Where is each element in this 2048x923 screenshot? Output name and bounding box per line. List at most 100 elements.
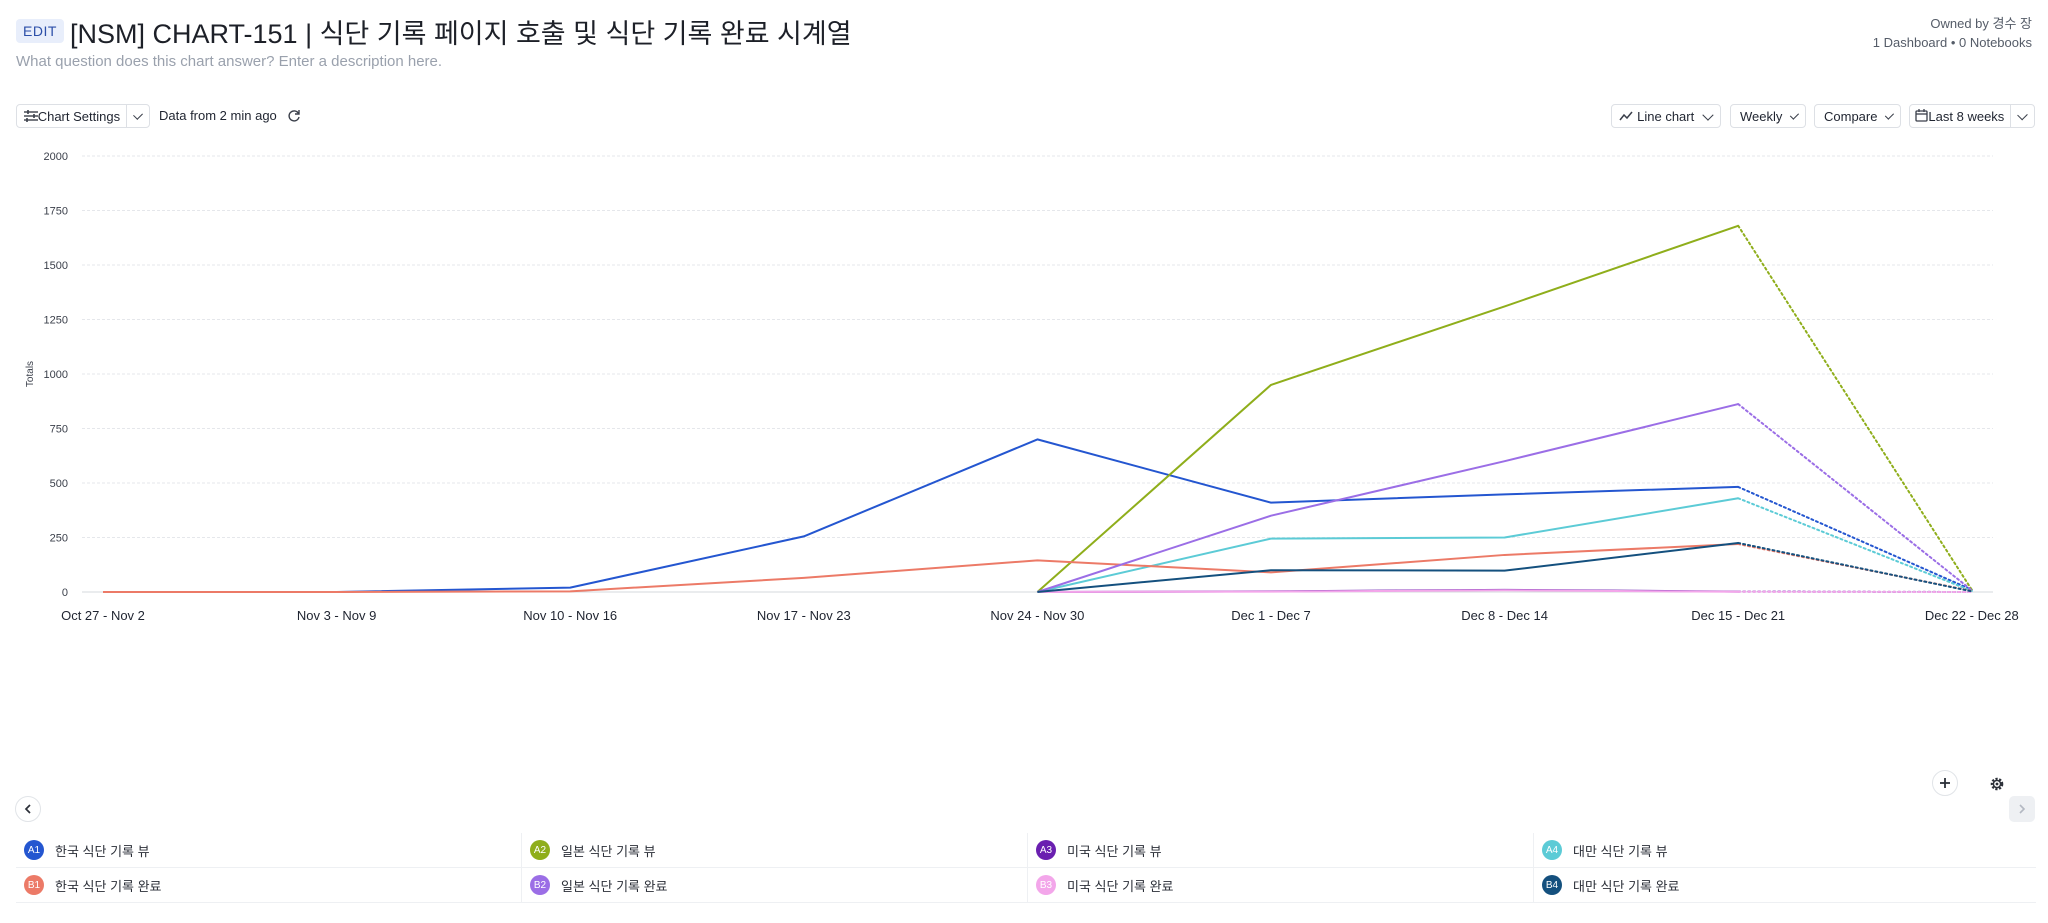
legend-prev-button[interactable] [15, 796, 41, 822]
line-chart-icon [1619, 111, 1633, 121]
legend-code-badge: A2 [530, 840, 550, 860]
legend-row: A1 한국 식단 기록 뷰 A2 일본 식단 기록 뷰 A3 미국 식단 기록 … [16, 833, 2036, 868]
legend-item-a2[interactable]: A2 일본 식단 기록 뷰 [522, 833, 656, 867]
legend-code-badge: A1 [24, 840, 44, 860]
legend-item-b1[interactable]: B1 한국 식단 기록 완료 [16, 868, 162, 902]
x-tick-label: Dec 8 - Dec 14 [1461, 608, 1548, 623]
owner-info: Owned by 경수 장 1 Dashboard • 0 Notebooks [1873, 14, 2032, 52]
chevron-left-icon [24, 804, 31, 814]
legend-label: 미국 식단 기록 뷰 [1067, 843, 1162, 859]
series-line-incomplete [1737, 541, 1973, 593]
chart-type-dropdown[interactable]: Line chart [1611, 104, 1721, 128]
y-tick-label: 0 [62, 587, 68, 599]
legend-label: 대만 식단 기록 뷰 [1573, 843, 1668, 859]
chevron-down-icon [1885, 110, 1895, 119]
interval-label: Weekly [1740, 108, 1783, 124]
chevron-down-icon[interactable] [2017, 109, 2028, 120]
legend-item-a3[interactable]: A3 미국 식단 기록 뷰 [1028, 833, 1162, 867]
legend-row: B1 한국 식단 기록 완료 B2 일본 식단 기록 완료 B3 미국 식단 기… [16, 868, 2036, 903]
legend-divider [1027, 833, 1028, 867]
date-range-label: Last 8 weeks [1928, 108, 2005, 124]
y-tick-label: 750 [50, 424, 68, 436]
legend-label: 대만 식단 기록 완료 [1573, 878, 1680, 894]
button-divider [2010, 104, 2012, 128]
legend-divider [1533, 833, 1534, 867]
calendar-icon [1915, 109, 1928, 122]
chart-title[interactable]: [NSM] CHART-151 | 식단 기록 페이지 호출 및 식단 기록 완… [70, 19, 852, 49]
legend-item-a4[interactable]: A4 대만 식단 기록 뷰 [1534, 833, 1668, 867]
x-tick-label: Dec 15 - Dec 21 [1691, 608, 1785, 623]
x-tick-label: Nov 10 - Nov 16 [523, 608, 617, 623]
chevron-down-icon [1790, 110, 1800, 119]
chart-settings-button[interactable]: Chart Settings [16, 104, 150, 128]
legend-item-b3[interactable]: B3 미국 식단 기록 완료 [1028, 868, 1174, 902]
y-tick-label: 1000 [44, 369, 68, 381]
gear-icon[interactable] [1987, 774, 2007, 794]
add-button[interactable] [1932, 770, 1958, 796]
series-line-incomplete [1737, 224, 1973, 591]
x-tick-label: Nov 24 - Nov 30 [990, 608, 1084, 623]
x-tick-label: Dec 1 - Dec 7 [1231, 608, 1310, 623]
series-line-incomplete [1737, 403, 1973, 592]
series-line [1037, 403, 1739, 593]
compare-dropdown[interactable]: Compare [1814, 104, 1901, 128]
line-chart[interactable]: 0 250 500 750 1000 1250 1500 1750 2000 Totals Oct … [0, 140, 2048, 780]
owner-name[interactable]: Owned by 경수 장 [1930, 16, 2032, 31]
legend-divider [1027, 868, 1028, 902]
legend-item-b4[interactable]: B4 대만 식단 기록 완료 [1534, 868, 1680, 902]
x-tick-label: Nov 3 - Nov 9 [297, 608, 376, 623]
y-tick-label: 250 [50, 533, 68, 545]
sliders-icon [24, 110, 38, 122]
legend-label: 일본 식단 기록 완료 [561, 878, 668, 894]
y-axis-label: Totals [25, 361, 36, 387]
legend-code-badge: B1 [24, 875, 44, 895]
y-tick-label: 2000 [44, 151, 68, 163]
y-tick-label: 1500 [44, 260, 68, 272]
chart-description-placeholder[interactable]: What question does this chart answer? En… [16, 53, 443, 70]
series-line-incomplete [1737, 497, 1973, 592]
chart-header: EDIT [NSM] CHART-151 | 식단 기록 페이지 호출 및 식단… [16, 12, 2032, 72]
legend-divider [521, 868, 522, 902]
legend-label: 미국 식단 기록 완료 [1067, 878, 1174, 894]
legend-code-badge: A4 [1542, 840, 1562, 860]
legend-next-button[interactable] [2009, 796, 2035, 822]
button-divider [126, 104, 127, 128]
series-line [1036, 224, 1739, 593]
chevron-down-icon [1702, 108, 1714, 121]
y-tick-label: 500 [50, 478, 68, 490]
legend-code-badge: A3 [1036, 840, 1056, 860]
series-line-incomplete [1737, 485, 1973, 591]
legend-code-badge: B4 [1542, 875, 1562, 895]
legend-item-a1[interactable]: A1 한국 식단 기록 뷰 [16, 833, 150, 867]
legend-item-b2[interactable]: B2 일본 식단 기록 완료 [522, 868, 668, 902]
usage-info[interactable]: 1 Dashboard • 0 Notebooks [1872, 35, 2032, 50]
legend-label: 일본 식단 기록 뷰 [561, 843, 656, 859]
compare-label: Compare [1824, 108, 1878, 124]
date-range-dropdown[interactable]: Last 8 weeks [1909, 104, 2035, 128]
y-tick-label: 1750 [44, 206, 68, 218]
interval-dropdown[interactable]: Weekly [1730, 104, 1806, 128]
legend-code-badge: B2 [530, 875, 550, 895]
plus-icon [1940, 778, 1950, 788]
legend-divider [521, 833, 522, 867]
x-tick-label: Nov 17 - Nov 23 [757, 608, 851, 623]
chevron-down-icon[interactable] [132, 109, 143, 120]
series-line [103, 543, 1739, 593]
legend-code-badge: B3 [1036, 875, 1056, 895]
edit-badge[interactable]: EDIT [16, 19, 64, 43]
series-line [1037, 589, 1739, 593]
x-tick-label: Oct 27 - Nov 2 [61, 608, 145, 623]
chart-settings-label: Chart Settings [37, 108, 121, 124]
legend-label: 한국 식단 기록 뷰 [55, 843, 150, 859]
x-tick-label: Dec 22 - Dec 28 [1925, 608, 2019, 623]
legend-divider [1533, 868, 1534, 902]
legend-label: 한국 식단 기록 완료 [55, 878, 162, 894]
chart-type-label: Line chart [1637, 108, 1695, 124]
chevron-right-icon [2019, 804, 2026, 814]
refresh-icon[interactable] [284, 106, 304, 126]
data-freshness: Data from 2 min ago [159, 108, 277, 123]
chart-toolbar: Chart Settings Data from 2 min ago Line … [16, 104, 2035, 130]
series-line [1037, 497, 1739, 593]
y-tick-label: 1250 [44, 315, 68, 327]
series-line [1037, 541, 1739, 593]
